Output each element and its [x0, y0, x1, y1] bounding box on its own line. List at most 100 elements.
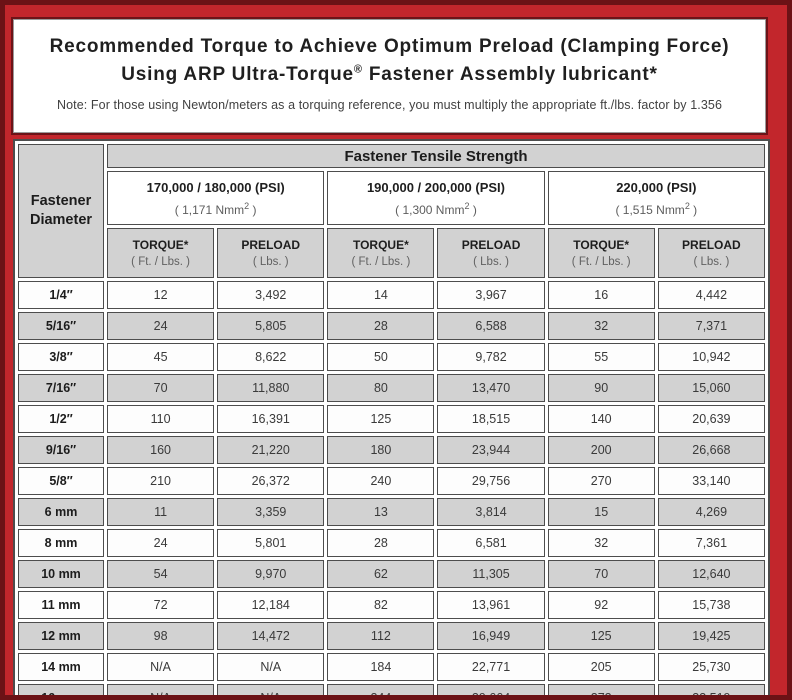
fastener-diameter-cell: 5/8″	[18, 467, 104, 495]
value-cell: 7,371	[657, 312, 765, 340]
value-cell: 14,472	[217, 622, 325, 650]
fastener-diameter-cell: 10 mm	[18, 560, 104, 588]
title-line-2-suffix: Fastener Assembly lubricant*	[362, 64, 658, 85]
value-cell: 90	[547, 374, 655, 402]
tensile-header-row: Fastener Diameter Fastener Tensile Stren…	[18, 144, 765, 278]
value-cell: N/A	[107, 684, 215, 695]
psi-group-3-header: 220,000 (PSI) ( 1,515 Nmm2 )	[547, 171, 765, 225]
psi-group-1-header: 170,000 / 180,000 (PSI) ( 1,171 Nmm2 )	[107, 171, 325, 225]
torque-unit: ( Ft. / Lbs. )	[571, 256, 631, 268]
value-cell: 210	[107, 467, 215, 495]
nmm-rating: ( 1,300 Nmm2 )	[328, 201, 543, 217]
tensile-strength-header: Fastener Tensile Strength	[107, 144, 765, 168]
nmm-close: )	[249, 202, 257, 217]
table-row: 12 mm 98 14,472 112 16,949 125 19,425	[18, 622, 765, 650]
fastener-diameter-cell: 6 mm	[18, 498, 104, 526]
fastener-diameter-cell: 12 mm	[18, 622, 104, 650]
value-cell: 3,967	[437, 281, 545, 309]
table-row: 7/16″ 70 11,880 80 13,470 90 15,060	[18, 374, 765, 402]
value-cell: N/A	[107, 653, 215, 681]
torque-label: TORQUE*	[352, 238, 409, 252]
value-cell: 26,372	[217, 467, 325, 495]
value-cell: 110	[107, 405, 215, 433]
value-cell: 3,814	[437, 498, 545, 526]
value-cell: 13	[327, 498, 435, 526]
preload-column-header: PRELOAD ( Lbs. )	[657, 228, 765, 278]
preload-label: PRELOAD	[241, 238, 301, 252]
torque-column-header: TORQUE* ( Ft. / Lbs. )	[547, 228, 655, 278]
value-cell: 24	[107, 529, 215, 557]
value-cell: 25,730	[657, 653, 765, 681]
value-cell: 112	[327, 622, 435, 650]
value-cell: 16,949	[437, 622, 545, 650]
value-cell: 13,470	[437, 374, 545, 402]
value-cell: 11,880	[217, 374, 325, 402]
nmm-text: ( 1,300 Nmm	[395, 202, 465, 217]
table-row: 11 mm 72 12,184 82 13,961 92 15,738	[18, 591, 765, 619]
value-cell: 240	[327, 467, 435, 495]
table-row: 5/16″ 24 5,805 28 6,588 32 7,371	[18, 312, 765, 340]
value-cell: 6,588	[437, 312, 545, 340]
value-cell: 5,805	[217, 312, 325, 340]
page-title: Recommended Torque to Achieve Optimum Pr…	[14, 33, 765, 89]
value-cell: 270	[547, 467, 655, 495]
value-cell: 80	[327, 374, 435, 402]
title-line-2: Using ARP Ultra-Torque	[121, 64, 354, 85]
value-cell: 9,970	[217, 560, 325, 588]
column-header-row: TORQUE* ( Ft. / Lbs. ) PRELOAD ( Lbs. ) …	[18, 228, 765, 278]
psi-rating: 190,000 / 200,000 (PSI)	[366, 179, 505, 195]
psi-rating: 220,000 (PSI)	[616, 179, 697, 195]
table-row: 9/16″ 160 21,220 180 23,944 200 26,668	[18, 436, 765, 464]
value-cell: 15,738	[657, 591, 765, 619]
value-cell: 11	[107, 498, 215, 526]
value-cell: 29,756	[437, 467, 545, 495]
nmm-rating: ( 1,515 Nmm2 )	[549, 201, 764, 217]
value-cell: 3,492	[217, 281, 325, 309]
preload-unit: ( Lbs. )	[693, 256, 730, 268]
value-cell: 28	[327, 529, 435, 557]
value-cell: 92	[547, 591, 655, 619]
value-cell: 98	[107, 622, 215, 650]
value-cell: 19,425	[657, 622, 765, 650]
nmm-rating: ( 1,171 Nmm2 )	[108, 201, 323, 217]
value-cell: 180	[327, 436, 435, 464]
torque-unit: ( Ft. / Lbs. )	[131, 256, 190, 268]
value-cell: 29,664	[437, 684, 545, 695]
torque-column-header: TORQUE* ( Ft. / Lbs. )	[327, 228, 435, 278]
value-cell: 15,060	[657, 374, 765, 402]
table-body: 1/4″ 12 3,492 14 3,967 16 4,442 5/16″ 24 5,805 28 6…	[18, 281, 765, 695]
value-cell: 15	[547, 498, 655, 526]
psi-rating: 170,000 / 180,000 (PSI)	[146, 179, 285, 195]
value-cell: 9,782	[437, 343, 545, 371]
psi-group-2-header: 190,000 / 200,000 (PSI) ( 1,300 Nmm2 )	[327, 171, 545, 225]
value-cell: 12,640	[657, 560, 765, 588]
psi-header-row: 170,000 / 180,000 (PSI) ( 1,171 Nmm2 ) 1…	[18, 171, 765, 225]
table-row: 3/8″ 45 8,622 50 9,782 55 10,942	[18, 343, 765, 371]
fastener-diameter-cell: 16 mm	[18, 684, 104, 695]
torque-label: TORQUE*	[573, 238, 630, 252]
fastener-diameter-cell: 9/16″	[18, 436, 104, 464]
title-panel: Recommended Torque to Achieve Optimum Pr…	[13, 19, 766, 133]
value-cell: N/A	[217, 684, 325, 695]
value-cell: 82	[327, 591, 435, 619]
fastener-diameter-cell: 1/4″	[18, 281, 104, 309]
value-cell: 205	[547, 653, 655, 681]
table-row: 6 mm 11 3,359 13 3,814 15 4,269	[18, 498, 765, 526]
value-cell: 33,519	[657, 684, 765, 695]
value-cell: 12	[107, 281, 215, 309]
value-cell: 8,622	[217, 343, 325, 371]
value-cell: 12,184	[217, 591, 325, 619]
value-cell: 200	[547, 436, 655, 464]
nmm-exponent: 2	[244, 200, 250, 211]
value-cell: 70	[107, 374, 215, 402]
value-cell: 54	[107, 560, 215, 588]
value-cell: 72	[107, 591, 215, 619]
nmm-exponent: 2	[684, 200, 690, 211]
value-cell: 3,359	[217, 498, 325, 526]
value-cell: N/A	[217, 653, 325, 681]
value-cell: 184	[327, 653, 435, 681]
torque-unit: ( Ft. / Lbs. )	[351, 256, 411, 268]
preload-column-header: PRELOAD ( Lbs. )	[437, 228, 545, 278]
fastener-diameter-cell: 7/16″	[18, 374, 104, 402]
